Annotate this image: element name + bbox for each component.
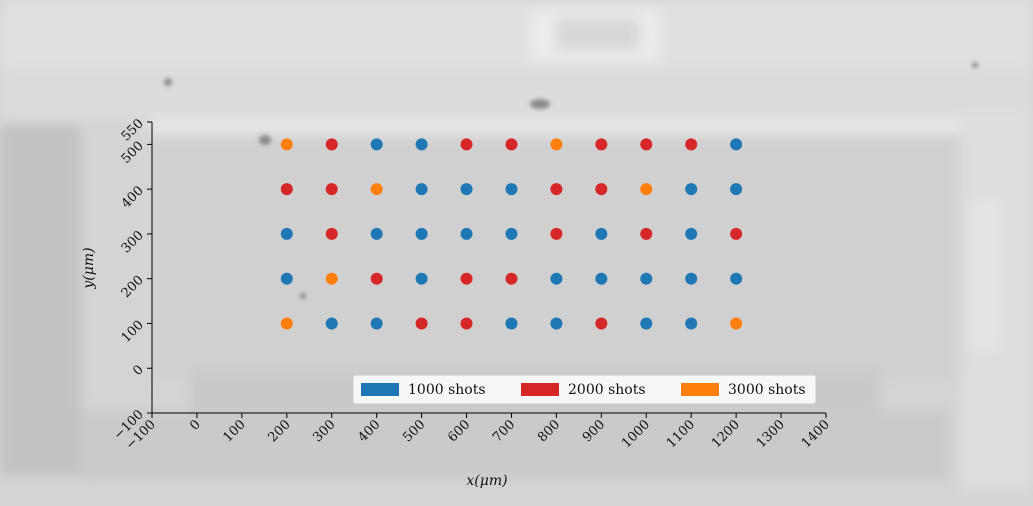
data-point — [640, 183, 653, 196]
data-point — [415, 138, 428, 151]
data-point — [280, 317, 293, 330]
data-point — [460, 183, 473, 196]
data-point — [595, 138, 608, 151]
data-point — [685, 227, 698, 240]
data-point — [505, 317, 518, 330]
data-point — [280, 227, 293, 240]
data-point — [505, 272, 518, 285]
data-point — [415, 272, 428, 285]
data-point — [280, 138, 293, 151]
plot-area — [151, 122, 826, 414]
legend-label: 1000 shots — [408, 382, 486, 398]
legend-swatch — [361, 383, 399, 396]
data-point — [730, 227, 743, 240]
data-point — [325, 317, 338, 330]
data-point — [595, 272, 608, 285]
data-point — [685, 183, 698, 196]
data-point — [460, 227, 473, 240]
data-point — [550, 183, 563, 196]
legend-swatch — [681, 383, 719, 396]
data-point — [640, 272, 653, 285]
data-point — [640, 317, 653, 330]
legend-frame — [352, 374, 817, 405]
data-point — [730, 317, 743, 330]
legend-label: 2000 shots — [568, 382, 646, 398]
data-point — [370, 317, 383, 330]
series-2 — [280, 138, 743, 330]
data-point — [550, 138, 563, 151]
data-point — [505, 138, 518, 151]
data-point — [415, 317, 428, 330]
data-point — [370, 272, 383, 285]
data-point — [415, 183, 428, 196]
data-point — [730, 272, 743, 285]
data-point — [640, 138, 653, 151]
data-point — [505, 227, 518, 240]
data-point — [460, 138, 473, 151]
data-point — [325, 138, 338, 151]
data-point — [685, 138, 698, 151]
data-point — [325, 227, 338, 240]
data-point — [325, 272, 338, 285]
data-point — [415, 227, 428, 240]
data-point — [460, 317, 473, 330]
x-axis-label: x(μm) — [466, 473, 507, 489]
series-1 — [280, 138, 743, 330]
data-point — [730, 138, 743, 151]
data-point — [595, 317, 608, 330]
data-point — [685, 272, 698, 285]
data-point — [730, 183, 743, 196]
data-point — [280, 183, 293, 196]
y-axis-label: y(μm) — [81, 247, 97, 289]
legend-swatch — [521, 383, 559, 396]
data-point — [595, 227, 608, 240]
data-point — [550, 227, 563, 240]
data-point — [595, 183, 608, 196]
data-point — [370, 183, 383, 196]
data-point — [505, 183, 518, 196]
data-point — [460, 272, 473, 285]
data-point — [370, 138, 383, 151]
series-3 — [280, 138, 743, 330]
data-point — [685, 317, 698, 330]
data-point — [550, 317, 563, 330]
data-point — [325, 183, 338, 196]
data-point — [370, 227, 383, 240]
data-point — [640, 227, 653, 240]
legend: 1000 shots 2000 shots 3000 shots — [352, 374, 817, 405]
data-point — [550, 272, 563, 285]
data-point — [280, 272, 293, 285]
legend-label: 3000 shots — [728, 382, 806, 398]
